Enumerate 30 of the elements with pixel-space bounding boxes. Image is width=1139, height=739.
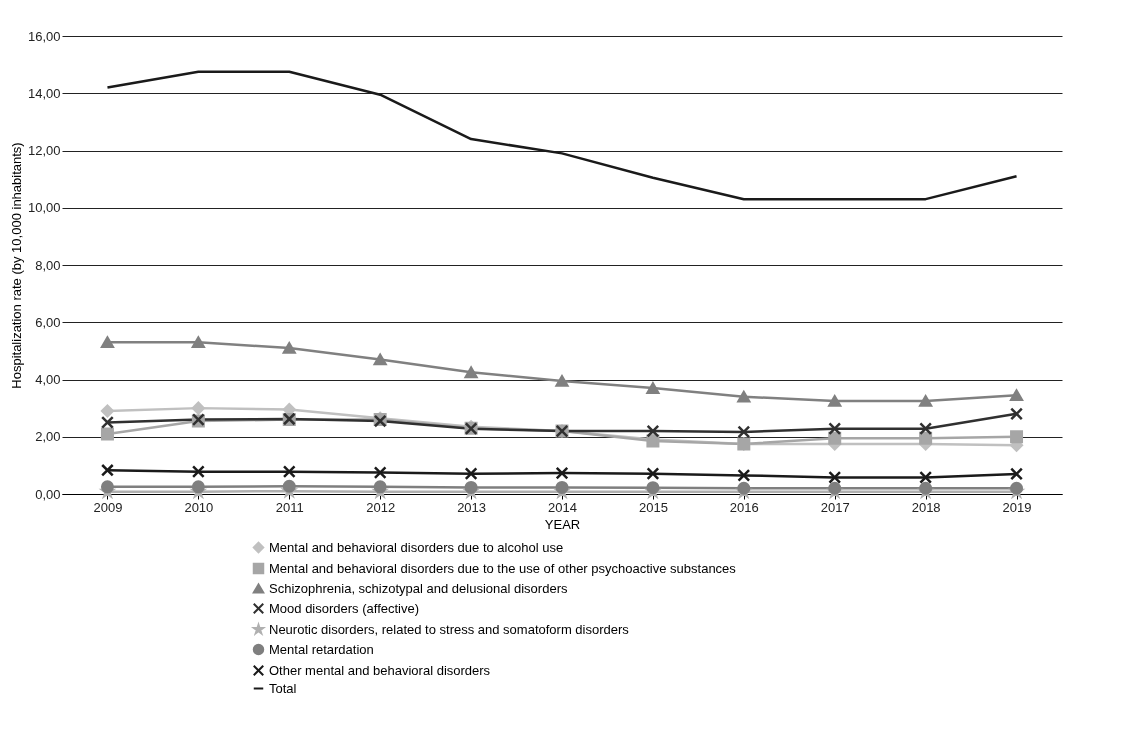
legend-label: Other mental and behavioral disorders <box>269 662 491 678</box>
x-tick-label: 2009 <box>93 499 123 515</box>
legend-label: Mood disorders (affective) <box>269 600 420 616</box>
legend-label: Mental and behavioral disorders due to alcohol use <box>269 539 564 555</box>
y-axis-title: Hospitalization rate (by 10,000 inhabitants) <box>8 142 24 389</box>
x-tick-label: 2014 <box>548 499 577 515</box>
y-tick-label: 0,00 <box>35 486 61 502</box>
legend-label: Mental retardation <box>269 641 374 657</box>
y-tick-label: 14,00 <box>27 85 61 101</box>
x-tick-label: 2015 <box>638 499 668 515</box>
x-tick-label: 2010 <box>184 499 214 515</box>
y-tick-label: 8,00 <box>35 257 61 273</box>
y-tick-label: 4,00 <box>35 372 61 387</box>
x-tick-label: 2018 <box>911 499 941 515</box>
y-tick-label: 6,00 <box>35 314 61 330</box>
x-tick-label: 2019 <box>1002 499 1032 515</box>
y-tick-label: 2,00 <box>35 429 61 445</box>
y-tick-label: 10,00 <box>27 200 61 216</box>
x-tick-label: 2011 <box>275 499 304 515</box>
legend-label: Mental and behavioral disorders due to the use of other psychoactive substances <box>269 560 737 576</box>
y-tick-label: 16,00 <box>27 28 61 44</box>
x-axis-title: YEAR <box>544 516 581 532</box>
x-tick-label: 2012 <box>366 499 396 515</box>
y-tick-label: 12,00 <box>27 143 61 158</box>
x-tick-label: 2013 <box>457 499 487 515</box>
x-tick-label: 2017 <box>820 499 850 515</box>
legend-label: Schizophrenia, schizotypal and delusional disorders <box>269 580 568 596</box>
x-tick-label: 2016 <box>729 499 759 515</box>
legend-label: Total <box>269 680 297 696</box>
legend-label: Neurotic disorders, related to stress and somatoform disorders <box>269 621 630 637</box>
